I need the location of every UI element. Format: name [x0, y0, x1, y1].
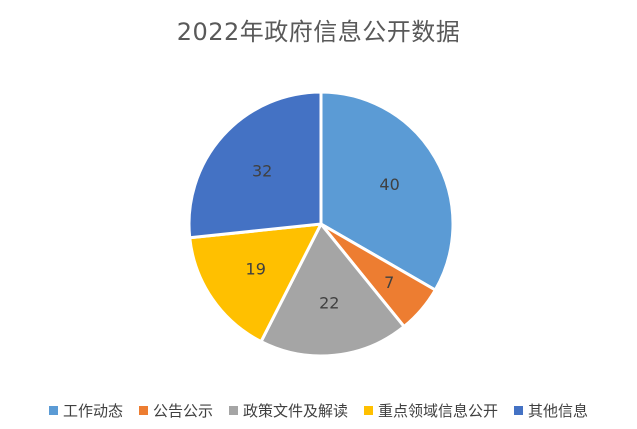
legend-swatch: [514, 406, 524, 415]
legend-swatch: [138, 406, 148, 415]
legend-label: 公告公示: [152, 402, 213, 420]
legend-swatch: [228, 406, 238, 415]
legend-swatch: [48, 406, 58, 415]
pie-slice-4: [188, 222, 323, 344]
legend-item-1: 工作动态: [48, 400, 123, 421]
legend-item-2: 公告公示: [138, 400, 213, 421]
legend-swatch: [364, 406, 373, 415]
legend-label: 重点领域信息公开: [378, 402, 499, 420]
pie-chart: 40 7 22 19 32: [187, 90, 455, 358]
chart-title: 2022年政府信息公开数据: [176, 18, 461, 46]
data-label-5: 32: [252, 162, 272, 181]
pie-slice-3: [259, 222, 406, 358]
legend: 工作动态 公告公示 政策文件及解读 重点领域信息公开 其他信息: [0, 400, 637, 421]
legend-item-3: 政策文件及解读: [228, 400, 348, 421]
data-label-2: 7: [384, 273, 394, 292]
data-label-4: 19: [246, 259, 266, 278]
legend-item-4: 重点领域信息公开: [364, 400, 498, 421]
legend-label: 政策文件及解读: [242, 402, 348, 420]
pie-slice-5: [187, 90, 323, 240]
data-label-1: 40: [379, 175, 399, 194]
legend-item-5: 其他信息: [514, 400, 588, 421]
data-label-3: 22: [319, 293, 339, 312]
pie-slice-1: [319, 90, 455, 292]
legend-label: 工作动态: [62, 402, 123, 420]
legend-label: 其他信息: [528, 402, 589, 420]
